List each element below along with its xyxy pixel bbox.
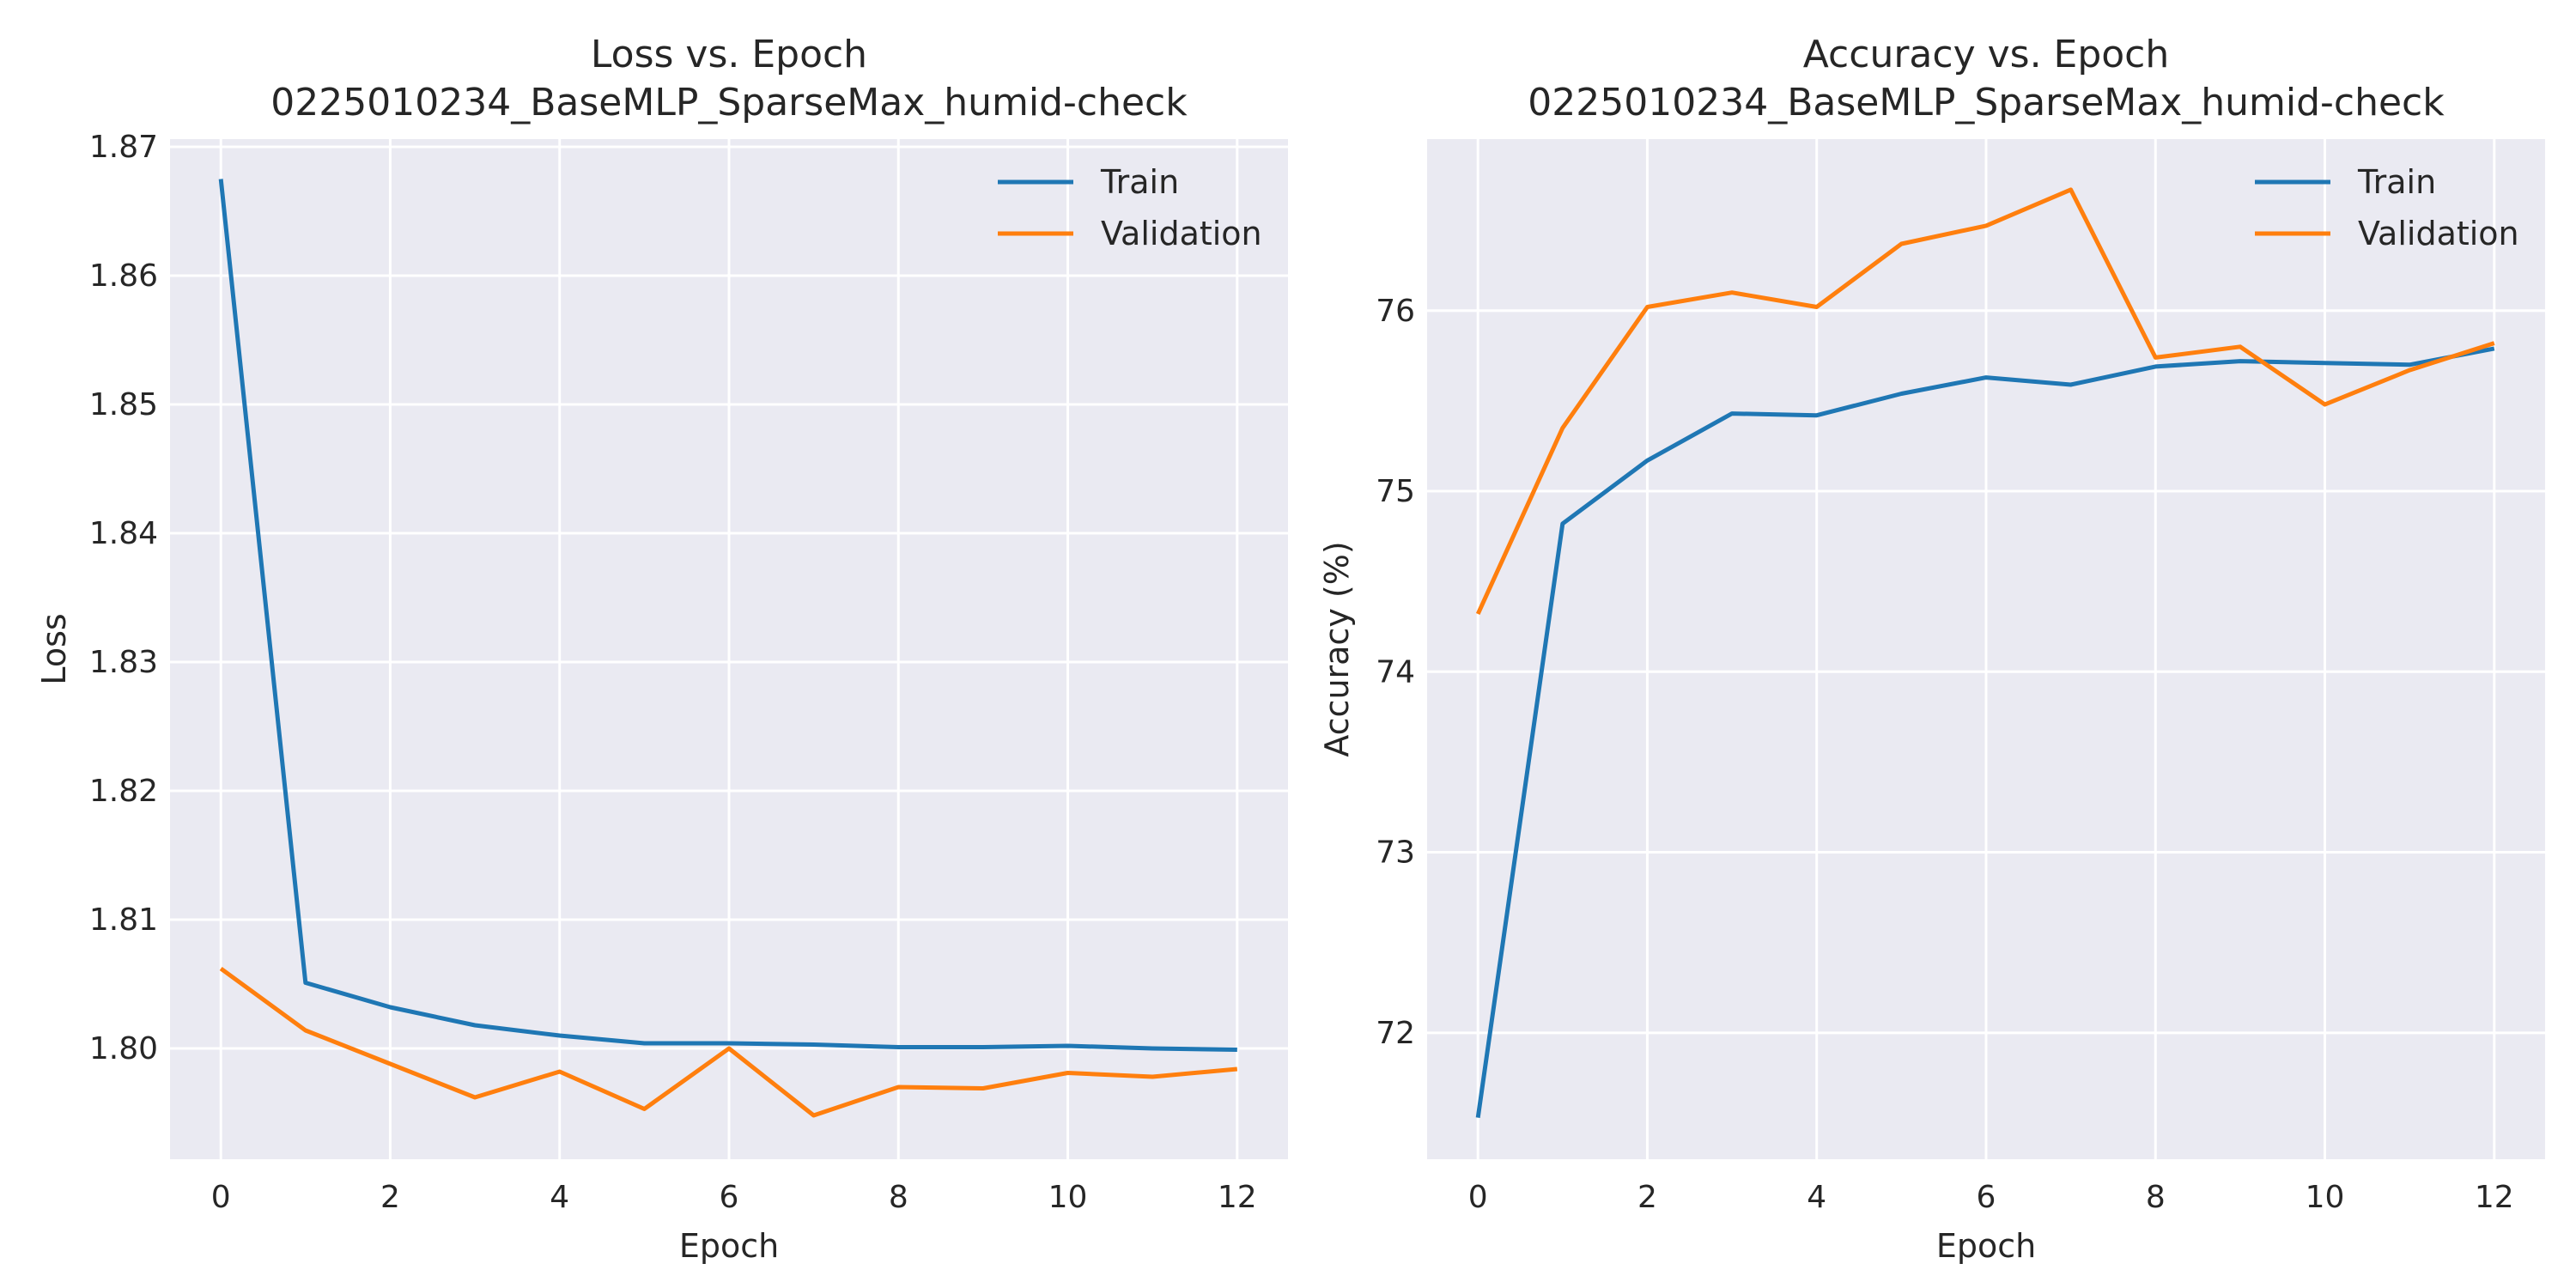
accuracy-y-axis-label: Accuracy (%) <box>1318 541 1356 756</box>
accuracy-x-tick-label: 2 <box>1637 1180 1657 1215</box>
loss-chart-title: Loss vs. Epoch <box>591 33 867 76</box>
loss-y-axis-label: Loss <box>35 613 73 684</box>
loss-ticks: 0 2 4 6 8 10 12 1.80 1.81 1.82 1.83 1.84 1.85 1.86 1.8… <box>89 130 1257 1215</box>
loss-x-tick-label: 6 <box>720 1180 739 1215</box>
loss-y-tick-label: 1.83 <box>89 645 158 680</box>
loss-y-tick-label: 1.86 <box>89 258 158 294</box>
accuracy-x-tick-label: 0 <box>1468 1180 1488 1215</box>
loss-x-tick-label: 8 <box>889 1180 908 1215</box>
accuracy-y-tick-label: 73 <box>1376 835 1415 871</box>
accuracy-y-tick-label: 76 <box>1376 294 1415 329</box>
accuracy-x-tick-label: 6 <box>1977 1180 1996 1215</box>
accuracy-chart: 0 2 4 6 8 10 12 72 73 74 75 76 Accuracy vs. Epoch 0… <box>1318 33 2545 1265</box>
loss-x-tick-label: 4 <box>550 1180 569 1215</box>
accuracy-train-line <box>1475 346 2495 1118</box>
loss-x-tick-label: 0 <box>211 1180 231 1215</box>
loss-y-tick-label: 1.87 <box>89 130 158 165</box>
loss-y-tick-label: 1.84 <box>89 516 158 551</box>
accuracy-y-tick-label: 74 <box>1376 654 1415 690</box>
accuracy-y-tick-label: 75 <box>1376 474 1415 509</box>
accuracy-x-axis-label: Epoch <box>1936 1227 2036 1265</box>
accuracy-x-tick-label: 8 <box>2146 1180 2166 1215</box>
loss-x-tick-label: 2 <box>380 1180 400 1215</box>
loss-y-tick-label: 1.81 <box>89 902 158 938</box>
loss-x-tick-label: 12 <box>1218 1180 1257 1215</box>
loss-y-tick-label: 1.85 <box>89 387 158 422</box>
loss-chart: 0 2 4 6 8 10 12 1.80 1.81 1.82 1.83 1.84 1.85 1.86 1.8… <box>35 33 1288 1265</box>
accuracy-grid <box>1427 139 2545 1159</box>
loss-legend-validation-label: Validation <box>1101 215 1262 252</box>
accuracy-ticks: 0 2 4 6 8 10 12 72 73 74 75 76 <box>1376 294 2514 1215</box>
loss-x-tick-label: 10 <box>1048 1180 1088 1215</box>
accuracy-series <box>1475 187 2495 1118</box>
accuracy-legend: Train Validation <box>2255 163 2519 252</box>
loss-validation-line <box>219 966 1238 1118</box>
loss-y-tick-label: 1.80 <box>89 1031 158 1066</box>
loss-series <box>218 179 1238 1118</box>
accuracy-chart-title: Accuracy vs. Epoch <box>1803 33 2170 76</box>
accuracy-x-tick-label: 10 <box>2306 1180 2345 1215</box>
loss-legend-train-label: Train <box>1100 163 1179 201</box>
accuracy-y-tick-label: 72 <box>1376 1016 1415 1051</box>
accuracy-legend-train-label: Train <box>2357 163 2436 201</box>
accuracy-legend-validation-label: Validation <box>2358 215 2519 252</box>
accuracy-x-tick-label: 4 <box>1807 1180 1826 1215</box>
loss-train-line <box>218 179 1237 1052</box>
accuracy-chart-subtitle: 0225010234_BaseMLP_SparseMax_humid-check <box>1528 81 2445 125</box>
accuracy-validation-line <box>1475 187 2495 616</box>
loss-y-tick-label: 1.82 <box>89 774 158 809</box>
loss-chart-subtitle: 0225010234_BaseMLP_SparseMax_humid-check <box>270 81 1188 125</box>
loss-legend: Train Validation <box>998 163 1262 252</box>
loss-x-axis-label: Epoch <box>679 1227 779 1265</box>
accuracy-x-tick-label: 12 <box>2475 1180 2514 1215</box>
